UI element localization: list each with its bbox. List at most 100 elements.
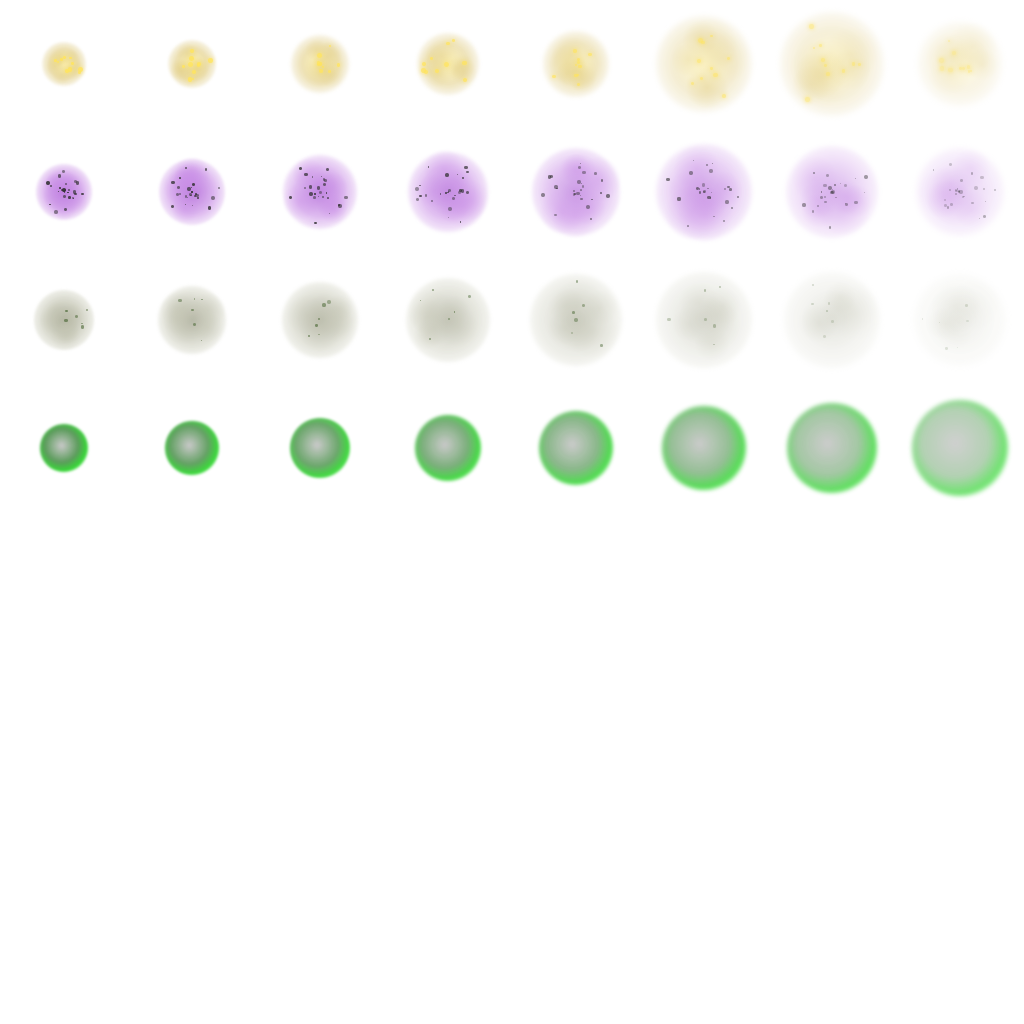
dark-speck [844,202,846,204]
cloud-lump [675,186,733,244]
cloud-lump [546,286,585,325]
glow-speck [77,70,81,74]
sprite-frame-6 [640,384,768,512]
dark-speck [458,188,462,192]
dark-speck [74,192,77,196]
cloud-lump [60,57,84,80]
dark-speck [65,309,68,313]
cloud-lump [318,194,349,225]
dark-speck [601,179,604,182]
glow-speck [430,56,434,60]
dark-speck [712,324,717,328]
dark-speck [955,193,957,196]
dark-speck [415,187,420,192]
dark-speck [554,213,557,217]
dark-speck [327,196,330,199]
dark-speck [57,174,62,179]
dark-speck [698,188,701,190]
dark-speck [707,195,711,200]
dark-speck [702,189,706,194]
glow-speck [858,63,861,66]
glow-speck [951,50,957,55]
dark-speck [723,219,726,223]
cloud-lump [448,53,476,80]
dark-speck [835,196,837,199]
dark-speck [582,304,586,308]
dark-speck [702,183,706,187]
cloud-lump [550,191,598,239]
sprite-frame-4 [384,256,512,384]
dark-speck [727,185,730,189]
dark-speck [447,318,450,321]
toxic-ring-icon [912,400,1008,496]
dark-speck [192,322,197,327]
dark-speck [218,187,221,189]
dark-speck [831,189,833,191]
dark-speck [457,191,462,195]
glow-speck [434,68,439,73]
cloud-lump [929,307,963,341]
cloud-lump [550,35,591,76]
dark-speck [320,175,323,178]
cloud-lump [678,281,720,323]
dark-speck [191,191,193,193]
glow-speck [576,60,580,64]
dark-speck [447,189,451,193]
dark-speck [600,344,603,347]
cloud-lump [417,43,454,80]
dark-speck [187,187,192,191]
cloud-lump [664,184,721,242]
cloud-lump [564,56,599,91]
dark-speck [453,311,456,313]
dark-speck [600,192,603,195]
sprite-frame-1 [0,384,128,512]
dark-speck [579,195,582,197]
dark-speck [448,207,452,212]
toxic-ring-icon [290,418,350,478]
cloud-lump [324,294,353,323]
cloud-lump [697,294,738,335]
dust-cloud-icon [784,272,880,368]
dark-speck [958,191,960,193]
glow-speck [189,49,194,53]
cloud-lump [798,181,837,219]
dark-speck [698,191,701,194]
cloud-lump [165,289,202,327]
dark-speck [317,317,320,321]
dark-speck [65,183,68,186]
dark-speck [540,193,545,198]
sparkle-puff-icon [42,42,86,86]
dark-speck [580,197,583,201]
dark-speck [178,298,182,303]
cloud-lump [819,289,858,328]
dark-speck [826,310,828,313]
dark-speck [67,188,70,191]
cloud-lump [191,311,223,343]
sprite-frame-5 [512,128,640,256]
dark-speck [81,192,84,196]
dark-speck [574,193,576,195]
glow-speck [446,41,450,46]
dark-speck [462,177,464,179]
sprite-frame-3 [256,384,384,512]
dark-speck [184,204,186,206]
dark-speck [707,187,709,190]
dark-speck [692,159,694,162]
dark-speck [719,286,721,288]
sprite-frame-2 [128,256,256,384]
dark-speck [419,184,421,187]
cloud-lump [948,37,990,80]
cloud-lump [947,21,998,72]
dark-speck [954,188,957,191]
cloud-lump [671,305,708,342]
cloud-lump [838,184,873,219]
sprite-frame-6 [640,0,768,128]
dark-speck [338,204,342,209]
dark-speck [324,178,328,182]
dark-speck [695,186,699,190]
dark-speck [81,322,84,325]
toxic-ring-icon [40,424,88,472]
spore-cloud-icon [786,146,878,238]
cloud-lump [575,156,623,204]
sprite-frame-7 [768,256,896,384]
